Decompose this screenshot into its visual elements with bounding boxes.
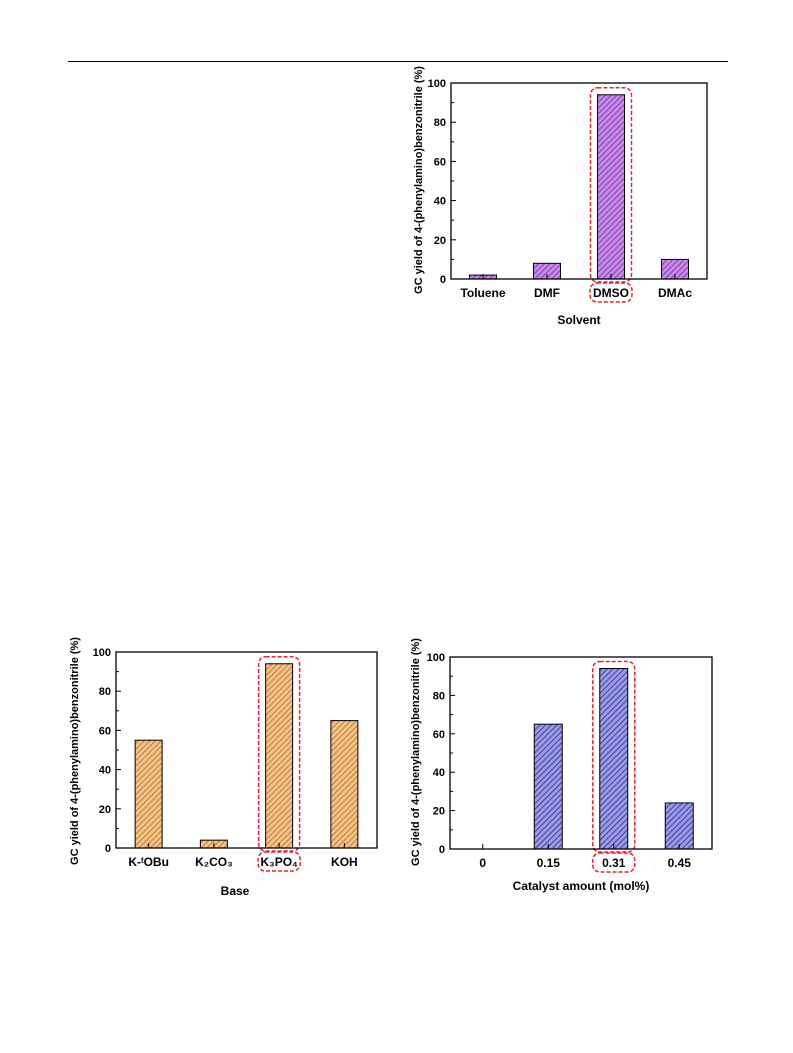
x-axis-title: Catalyst amount (mol%) (513, 879, 650, 893)
x-tick-labels: K-ᵗOBu K₂CO₃ K₃PO₄ KOH (128, 855, 357, 869)
category-label-3: 0.45 (668, 856, 692, 870)
highlight-boxes (257, 656, 301, 872)
category-label-0: Toluene (460, 286, 505, 300)
x-axis-title: Base (221, 884, 250, 898)
y-tick-label: 80 (99, 686, 111, 698)
catalyst-chart: GC yield of 4-(phenylamino)benzonitrile … (410, 638, 713, 893)
bar-highlight-box (589, 87, 633, 283)
bar-3 (330, 720, 359, 849)
bars (134, 663, 359, 849)
y-axis-title: GC yield of 4-(phenylamino)benzonitrile … (413, 66, 425, 294)
label-highlight-box (589, 282, 633, 303)
x-tick-labels: Toluene DMF DMSO DMAc (460, 286, 692, 300)
y-axis-title: GC yield of 4-(phenylamino)benzonitrile … (410, 638, 422, 866)
category-label-0: K-ᵗOBu (128, 855, 169, 869)
y-tick-labels: 0 20 40 60 80 100 (428, 78, 446, 286)
y-tick-label: 0 (105, 843, 111, 855)
bars (469, 94, 689, 280)
category-label-1: 0.15 (537, 856, 561, 870)
y-tick-labels: 0 20 40 60 80 100 (93, 647, 111, 855)
highlight-boxes (589, 87, 633, 303)
bar-highlight-box (592, 660, 636, 853)
plot-frame (450, 82, 708, 280)
label-highlight-box (592, 852, 636, 873)
y-tick-label: 100 (428, 78, 446, 90)
y-tick-label: 60 (433, 729, 445, 741)
y-tick-label: 60 (434, 156, 446, 168)
bar-highlight-box (257, 656, 301, 852)
axes-frame (115, 651, 378, 849)
x-axis-title: Solvent (557, 313, 600, 327)
y-tick-labels: 0 20 40 60 80 100 (427, 652, 445, 856)
category-label-2: DMSO (593, 286, 629, 300)
y-tick-label: 40 (433, 767, 445, 779)
bar-0 (134, 739, 163, 849)
y-tick-label: 0 (440, 274, 446, 286)
bar-3 (664, 802, 694, 850)
y-tick-label: 40 (434, 196, 446, 208)
bar-2 (599, 668, 629, 850)
category-label-0: 0 (479, 856, 486, 870)
bar-2 (597, 94, 625, 280)
solvent-chart: GC yield of 4-(phenylamino)benzonitrile … (413, 66, 708, 327)
y-tick-label: 0 (439, 844, 445, 856)
highlight-boxes (592, 660, 636, 873)
category-label-2: 0.31 (602, 856, 626, 870)
axes-frame (449, 656, 713, 850)
axes-frame (450, 82, 708, 280)
header-rule (68, 61, 728, 62)
category-label-1: DMF (534, 286, 560, 300)
bar-1 (533, 723, 563, 850)
base-chart: GC yield of 4-(phenylamino)benzonitrile … (69, 637, 378, 898)
y-tick-label: 20 (434, 235, 446, 247)
bar-2 (265, 663, 294, 849)
category-label-3: DMAc (658, 286, 692, 300)
y-tick-label: 40 (99, 765, 111, 777)
x-tick-labels: 0 0.15 0.31 0.45 (479, 856, 691, 870)
y-tick-label: 80 (433, 690, 445, 702)
y-tick-label: 100 (427, 652, 445, 664)
y-tick-label: 60 (99, 725, 111, 737)
y-axis-title: GC yield of 4-(phenylamino)benzonitrile … (69, 637, 81, 865)
label-highlight-box (257, 851, 301, 872)
category-label-2: K₃PO₄ (260, 855, 298, 869)
category-label-1: K₂CO₃ (195, 855, 233, 869)
y-tick-label: 20 (433, 806, 445, 818)
bars (533, 668, 694, 850)
category-label-3: KOH (331, 855, 358, 869)
y-tick-label: 80 (434, 117, 446, 129)
y-tick-label: 100 (93, 647, 111, 659)
y-tick-label: 20 (99, 804, 111, 816)
